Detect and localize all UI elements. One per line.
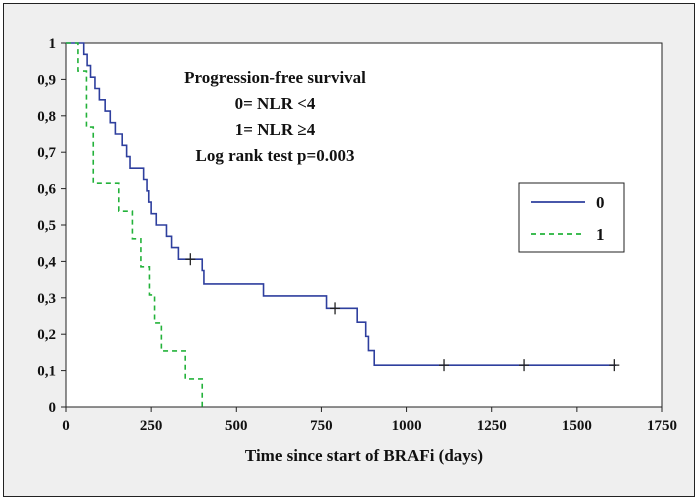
y-tick-label: 0,5	[37, 218, 56, 234]
annotation-line: 0= NLR <4	[235, 94, 316, 113]
censor-mark	[439, 359, 450, 372]
series-line-0	[66, 42, 617, 366]
x-tick-label: 500	[225, 418, 248, 434]
x-tick-label: 750	[310, 418, 333, 434]
y-tick-label: 0,1	[37, 364, 56, 380]
legend-label: 0	[596, 193, 605, 212]
censor-mark	[185, 253, 196, 266]
annotation-line: Progression-free survival	[184, 68, 366, 87]
annotation-line: Log rank test p=0.003	[196, 146, 355, 165]
x-tick-label: 1750	[647, 418, 677, 434]
censor-mark	[330, 302, 341, 315]
x-axis-title: Time since start of BRAFi (days)	[245, 446, 483, 465]
y-tick-label: 1	[49, 36, 57, 52]
y-tick-label: 0,6	[37, 182, 56, 198]
censor-mark	[609, 359, 620, 372]
censor-mark	[519, 359, 530, 372]
x-tick-label: 0	[62, 418, 70, 434]
y-tick-label: 0,8	[37, 109, 56, 125]
legend-box	[518, 182, 625, 253]
x-tick-label: 1250	[477, 418, 507, 434]
x-tick-label: 1500	[562, 418, 592, 434]
y-tick-label: 0,9	[37, 72, 56, 88]
y-tick-label: 0,2	[37, 327, 56, 343]
annotation-line: 1= NLR ≥4	[235, 120, 316, 139]
series-line-1	[66, 42, 204, 407]
y-tick-label: 0,4	[37, 254, 56, 270]
y-tick-label: 0	[49, 400, 57, 416]
y-tick-label: 0,7	[37, 145, 56, 161]
y-tick-label: 0,3	[37, 291, 56, 307]
x-tick-label: 250	[140, 418, 163, 434]
x-tick-label: 1000	[392, 418, 422, 434]
legend-label: 1	[596, 225, 605, 244]
